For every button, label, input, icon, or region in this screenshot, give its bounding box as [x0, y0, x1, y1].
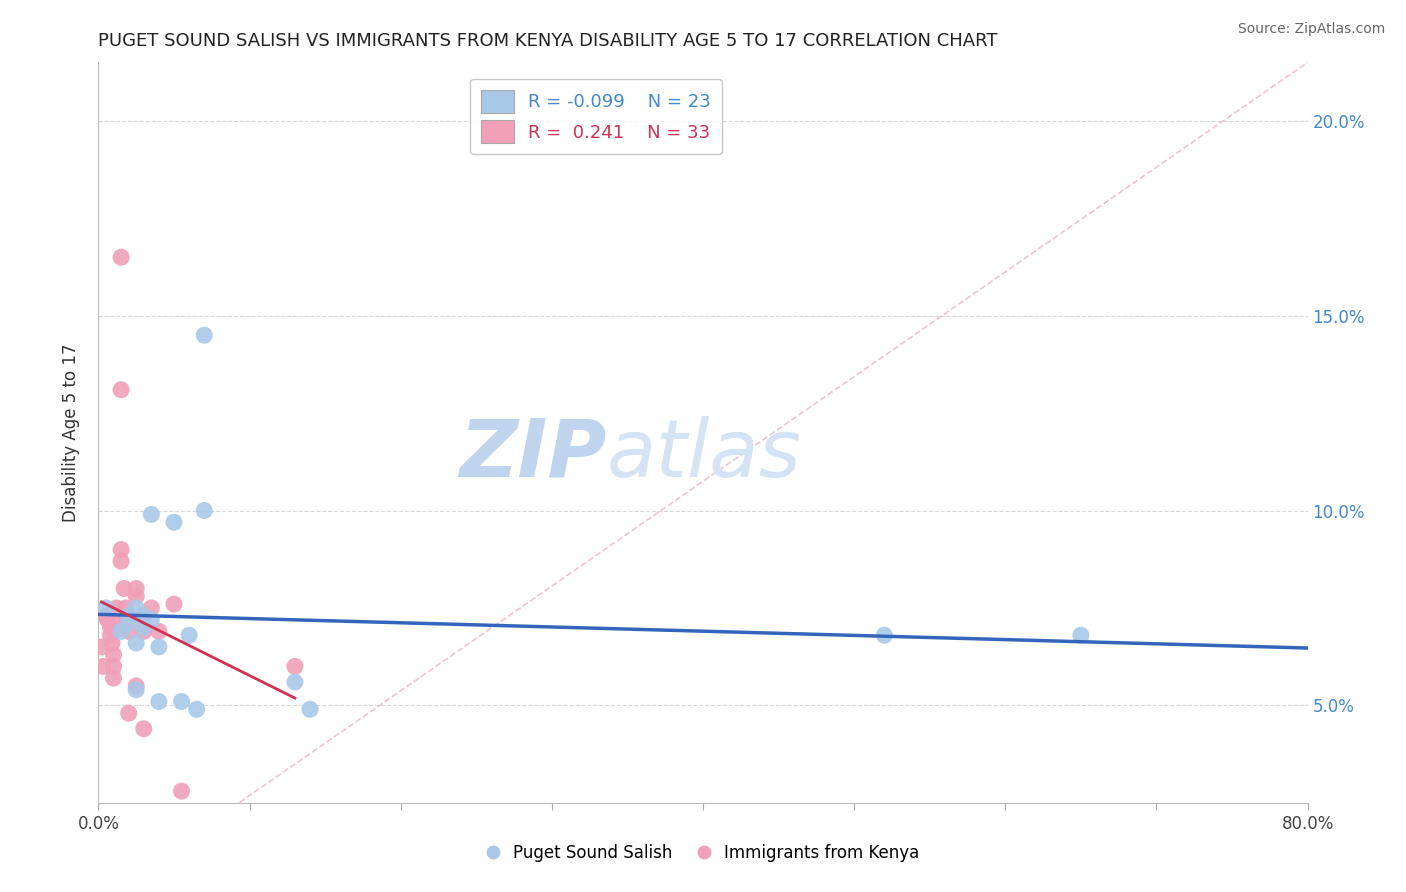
Legend: Puget Sound Salish, Immigrants from Kenya: Puget Sound Salish, Immigrants from Keny…	[479, 838, 927, 869]
Point	[101, 636, 124, 650]
Point	[132, 608, 155, 623]
Point	[132, 722, 155, 736]
Point	[132, 624, 155, 639]
Point	[148, 624, 170, 639]
Point	[103, 659, 125, 673]
Point	[186, 702, 208, 716]
Point	[114, 608, 136, 623]
Point	[110, 624, 132, 639]
Text: atlas: atlas	[606, 416, 801, 494]
Point	[132, 620, 155, 634]
Point	[873, 628, 896, 642]
Point	[118, 706, 141, 721]
Point	[103, 671, 125, 685]
Point	[163, 597, 186, 611]
Point	[284, 675, 307, 690]
Point	[141, 508, 163, 522]
Point	[105, 601, 128, 615]
Point	[96, 613, 118, 627]
Text: Source: ZipAtlas.com: Source: ZipAtlas.com	[1237, 22, 1385, 37]
Point	[179, 628, 201, 642]
Point	[118, 624, 141, 639]
Point	[110, 542, 132, 557]
Text: ZIP: ZIP	[458, 416, 606, 494]
Point	[284, 659, 307, 673]
Point	[170, 784, 193, 798]
Text: PUGET SOUND SALISH VS IMMIGRANTS FROM KENYA DISABILITY AGE 5 TO 17 CORRELATION C: PUGET SOUND SALISH VS IMMIGRANTS FROM KE…	[98, 32, 998, 50]
Point	[110, 250, 132, 264]
Point	[94, 601, 117, 615]
Point	[299, 702, 322, 716]
Point	[94, 608, 117, 623]
Point	[148, 694, 170, 708]
Point	[115, 616, 138, 631]
Point	[118, 608, 141, 623]
Point	[125, 682, 148, 697]
Point	[125, 582, 148, 596]
Point	[118, 616, 141, 631]
Point	[100, 620, 122, 634]
Point	[110, 554, 132, 568]
Point	[141, 613, 163, 627]
Point	[105, 616, 128, 631]
Y-axis label: Disability Age 5 to 17: Disability Age 5 to 17	[62, 343, 80, 522]
Point	[163, 515, 186, 529]
Point	[132, 608, 155, 623]
Point	[193, 503, 215, 517]
Point	[100, 628, 122, 642]
Point	[125, 601, 148, 615]
Point	[193, 328, 215, 343]
Point	[125, 679, 148, 693]
Point	[170, 694, 193, 708]
Point	[141, 601, 163, 615]
Point	[125, 636, 148, 650]
Point	[125, 589, 148, 603]
Point	[148, 640, 170, 654]
Point	[1070, 628, 1092, 642]
Point	[112, 582, 135, 596]
Point	[110, 383, 132, 397]
Point	[91, 659, 114, 673]
Point	[103, 648, 125, 662]
Point	[114, 601, 136, 615]
Point	[90, 640, 112, 654]
